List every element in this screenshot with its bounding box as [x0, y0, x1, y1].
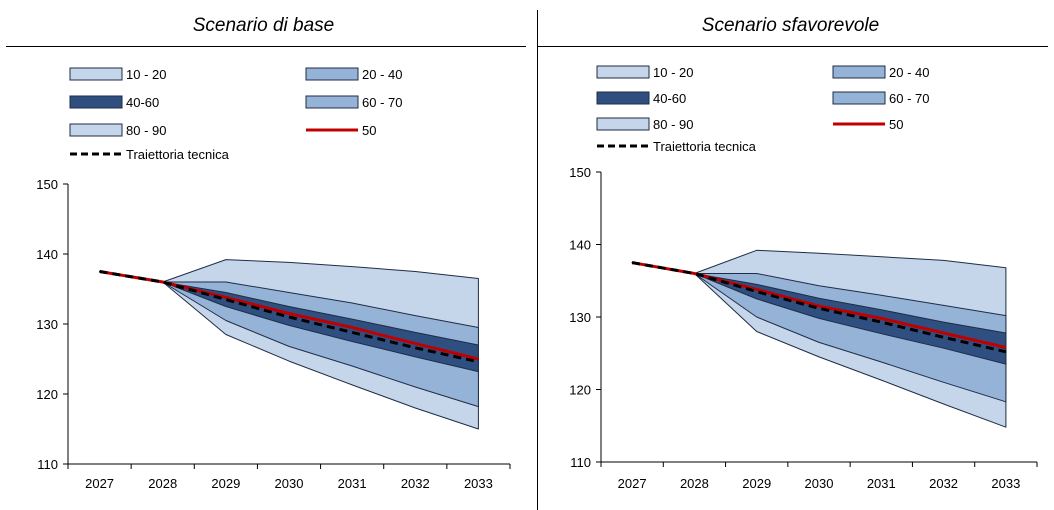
legend-label-80-90: 80 - 90: [653, 117, 693, 132]
title-rule-right: [538, 46, 1048, 47]
y-tick-label-120-base: 120: [36, 387, 58, 402]
median-line-base: [99, 270, 479, 361]
chart-title-base: Scenario di base: [192, 15, 335, 36]
legend-label-10-20: 10 - 20: [653, 65, 693, 80]
legend-label-40-60: 40-60: [126, 95, 159, 110]
legend-swatch-80-90: [596, 117, 650, 131]
legend-swatch-10-20: [69, 67, 123, 81]
x-tick-label-2033-adverse: 2033: [991, 476, 1020, 491]
y-tick-label-130-base: 130: [36, 317, 58, 332]
y-tick-label-110-adverse: 110: [570, 455, 591, 470]
x-tick-label-2027-base: 2027: [85, 476, 114, 491]
legend-label-50: 50: [362, 123, 376, 138]
technical-trajectory-line-base: [99, 270, 479, 364]
legend-label-20-40: 20 - 40: [362, 67, 402, 82]
legend-label-10-20: 10 - 20: [126, 67, 166, 82]
panel-divider: [537, 10, 538, 510]
x-tick-label-2032-base: 2032: [401, 476, 430, 491]
x-tick-label-2029-base: 2029: [211, 476, 240, 491]
x-tick-label-2029-adverse: 2029: [742, 476, 771, 491]
legend-swatch-10-20: [596, 65, 650, 79]
y-tick-label-110-base: 110: [37, 457, 58, 472]
legend-label-80-90: 80 - 90: [126, 123, 166, 138]
band-40-60-adverse: [631, 262, 1007, 365]
x-tick-label-2028-base: 2028: [148, 476, 177, 491]
legend-label-traiettoria-tecnica: Traiettoria tecnica: [653, 139, 757, 154]
y-tick-label-130-adverse: 130: [569, 310, 591, 325]
legend-label-20-40: 20 - 40: [889, 65, 929, 80]
legend-label-40-60: 40-60: [653, 91, 686, 106]
fan-chart-adverse: 10 - 20 20 - 40 40-60 60 - 70 80 - 90 50 Traie…: [569, 65, 1038, 491]
y-tick-label-140-adverse: 140: [569, 238, 591, 253]
legend-swatch-60-70: [832, 91, 886, 105]
y-tick-label-150-base: 150: [36, 177, 58, 192]
fan-chart-base: 10 - 20 20 - 40 40-60 60 - 70 80 - 90 50 Traie…: [36, 67, 511, 491]
title-rule-left: [6, 46, 526, 47]
x-tick-label-2033-base: 2033: [464, 476, 493, 491]
legend-base: 10 - 20 20 - 40 40-60 60 - 70 80 - 90 50 Traie…: [69, 67, 402, 162]
legend-swatch-40-60: [596, 91, 650, 105]
legend-label-60-70: 60 - 70: [889, 91, 929, 106]
y-tick-label-120-adverse: 120: [569, 383, 591, 398]
median-line-adverse: [631, 261, 1007, 349]
x-tick-label-2031-base: 2031: [338, 476, 367, 491]
legend-swatch-20-40: [832, 65, 886, 79]
legend-swatch-20-40: [305, 67, 359, 81]
x-tick-label-2030-base: 2030: [275, 476, 304, 491]
chart-title-adverse: Scenario sfavorevole: [701, 15, 880, 36]
x-tick-label-2030-adverse: 2030: [805, 476, 834, 491]
x-tick-label-2031-adverse: 2031: [867, 476, 896, 491]
x-tick-label-2027-adverse: 2027: [618, 476, 647, 491]
y-tick-label-150-adverse: 150: [569, 165, 591, 180]
y-tick-label-140-base: 140: [36, 247, 58, 262]
legend-label-50: 50: [889, 117, 903, 132]
legend-label-traiettoria-tecnica: Traiettoria tecnica: [126, 147, 230, 162]
legend-swatch-40-60: [69, 95, 123, 109]
legend-adverse: 10 - 20 20 - 40 40-60 60 - 70 80 - 90 50 Traie…: [596, 65, 929, 154]
legend-swatch-80-90: [69, 123, 123, 137]
x-tick-label-2028-adverse: 2028: [680, 476, 709, 491]
x-tick-label-2032-adverse: 2032: [929, 476, 958, 491]
legend-label-60-70: 60 - 70: [362, 95, 402, 110]
legend-swatch-60-70: [305, 95, 359, 109]
